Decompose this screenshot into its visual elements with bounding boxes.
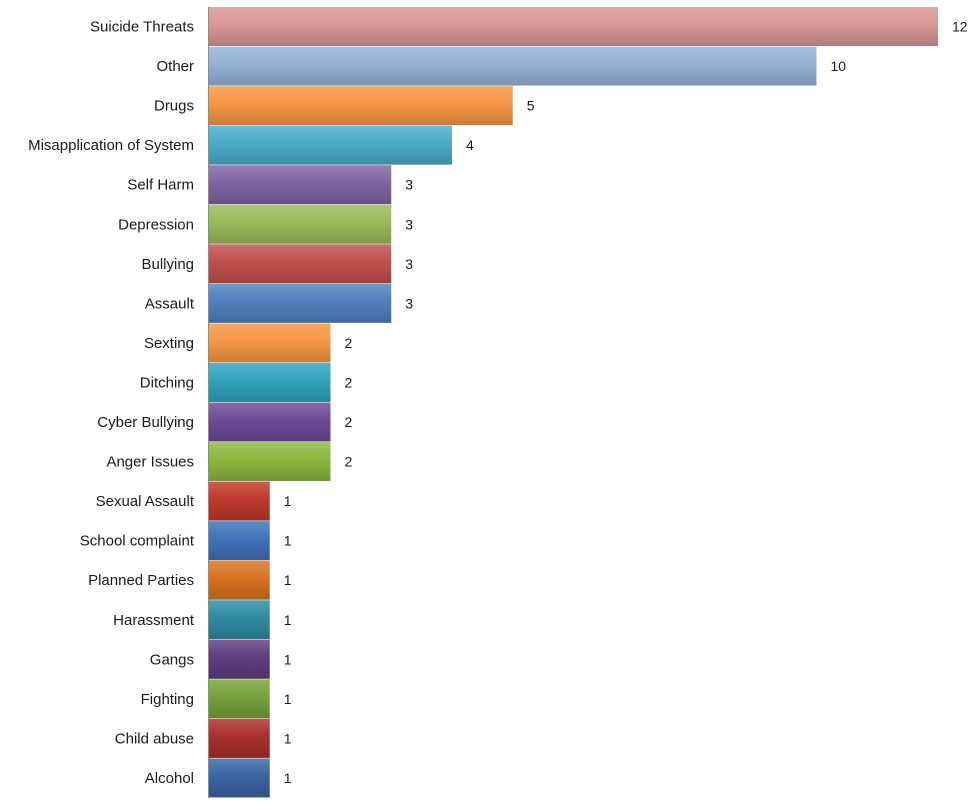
category-label: Sexting <box>144 335 194 352</box>
category-label: Suicide Threats <box>90 19 194 36</box>
category-label: Planned Parties <box>88 572 194 589</box>
data-label: 1 <box>284 730 292 746</box>
bar-sexting <box>209 323 331 363</box>
data-label: 5 <box>527 98 535 114</box>
bar-suicide-threats <box>209 7 938 46</box>
category-label: Self Harm <box>127 177 194 194</box>
bar-drugs <box>209 86 513 126</box>
category-label: School complaint <box>80 533 195 550</box>
category-label: Bullying <box>141 256 194 273</box>
bar-depression <box>209 204 392 244</box>
bar-other <box>209 46 817 86</box>
data-label: 1 <box>284 493 292 509</box>
bar-child-abuse <box>209 718 270 758</box>
category-label: Assault <box>145 295 195 312</box>
bar-planned-parties <box>209 560 270 600</box>
category-label: Cyber Bullying <box>97 414 194 431</box>
data-label: 4 <box>466 137 474 153</box>
bar-alcohol <box>209 758 270 798</box>
category-label: Misapplication of System <box>28 137 194 154</box>
data-label: 3 <box>405 295 413 311</box>
data-label: 3 <box>405 256 413 272</box>
data-label: 12 <box>952 19 968 35</box>
bar-assault <box>209 283 392 323</box>
bar-sexual-assault <box>209 481 270 521</box>
data-label: 10 <box>831 58 847 74</box>
category-label: Alcohol <box>145 770 194 787</box>
data-label: 1 <box>284 612 292 628</box>
category-labels-layer: Suicide Threats Other Drugs Misapplication … <box>28 19 195 787</box>
data-label: 1 <box>284 691 292 707</box>
category-label: Ditching <box>140 374 194 391</box>
data-label: 2 <box>345 454 353 470</box>
data-label: 1 <box>284 533 292 549</box>
data-label: 3 <box>405 177 413 193</box>
bar-gangs <box>209 639 270 679</box>
data-label: 1 <box>284 651 292 667</box>
category-label: Drugs <box>154 98 194 115</box>
data-label: 2 <box>345 335 353 351</box>
bar-fighting <box>209 679 270 719</box>
bar-school-complaint <box>209 521 270 561</box>
bars-layer <box>209 7 938 798</box>
data-label: 2 <box>345 414 353 430</box>
category-label: Depression <box>118 216 194 233</box>
category-label: Anger Issues <box>106 454 194 471</box>
data-label: 1 <box>284 572 292 588</box>
bar-self-harm <box>209 165 392 205</box>
category-label: Gangs <box>150 651 194 668</box>
value-labels-layer: 12 10 5 4 3 3 3 3 2 2 2 2 1 1 1 1 1 1 1 1 <box>284 19 968 786</box>
data-label: 3 <box>405 216 413 232</box>
bar-misapplication-of-system <box>209 125 452 165</box>
bar-bullying <box>209 244 392 284</box>
category-label: Other <box>156 58 194 75</box>
data-label: 1 <box>284 770 292 786</box>
category-label: Sexual Assault <box>96 493 195 510</box>
bar-cyber-bullying <box>209 402 331 442</box>
bar-anger-issues <box>209 442 331 482</box>
data-label: 2 <box>345 374 353 390</box>
category-label: Fighting <box>141 691 194 708</box>
category-label: Child abuse <box>115 730 194 747</box>
bar-ditching <box>209 362 331 402</box>
bar-harassment <box>209 600 270 640</box>
category-label: Harassment <box>113 612 195 629</box>
